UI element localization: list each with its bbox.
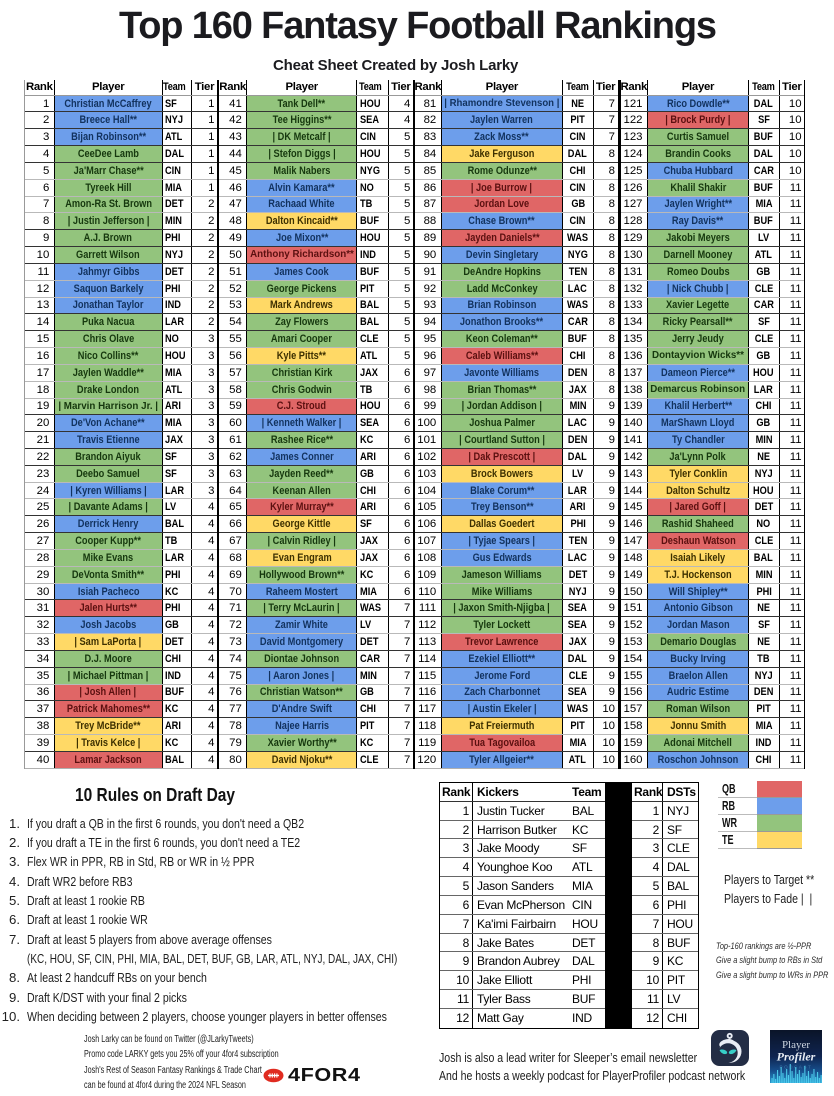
svg-text:Player: Player — [782, 1039, 810, 1051]
svg-text:Profiler: Profiler — [777, 1050, 816, 1064]
